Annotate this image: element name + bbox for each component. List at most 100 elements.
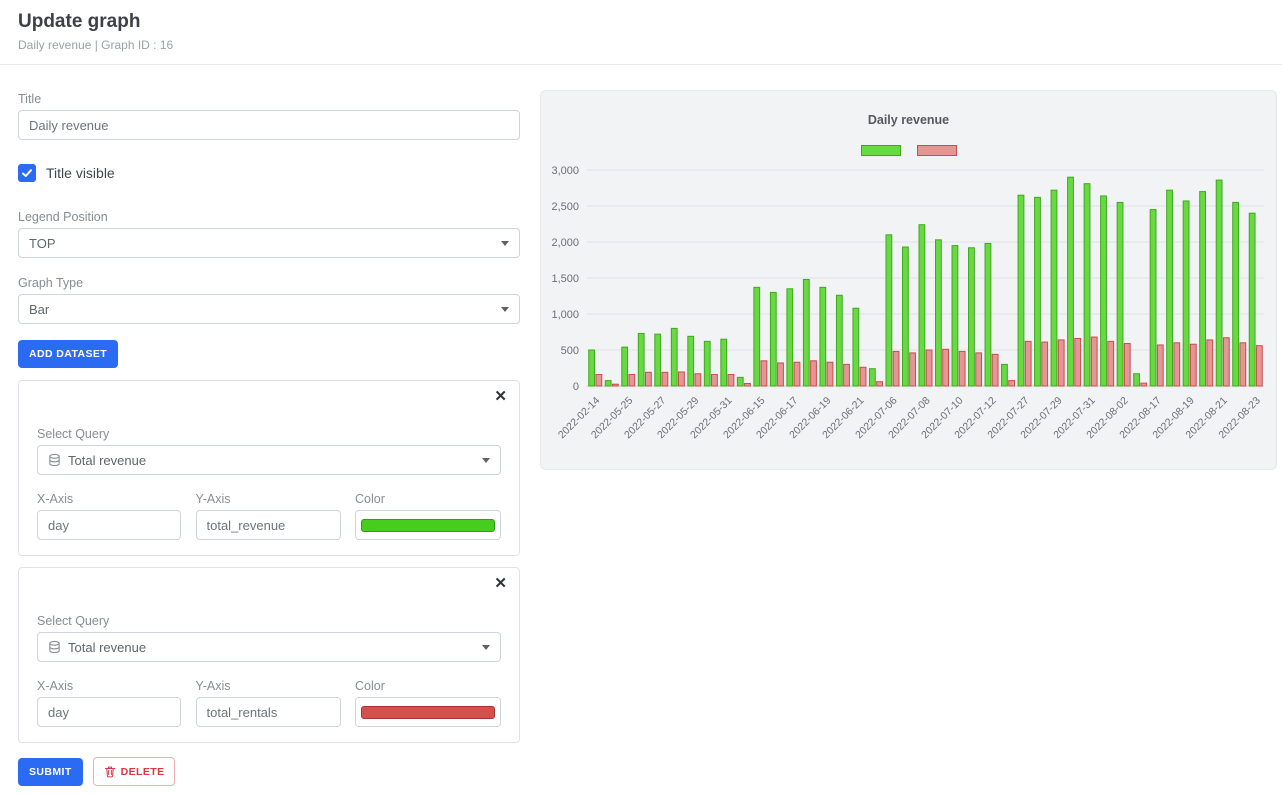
bar-total_revenue[interactable] bbox=[951, 245, 959, 387]
y-axis-input[interactable] bbox=[195, 510, 341, 540]
bar-total_revenue[interactable] bbox=[703, 340, 711, 387]
bar-total_rentals[interactable] bbox=[793, 361, 801, 387]
bar-total_rentals[interactable] bbox=[777, 362, 784, 387]
bar-total_revenue[interactable] bbox=[786, 288, 794, 387]
bar-total_revenue[interactable] bbox=[769, 291, 777, 387]
bar-total_rentals[interactable] bbox=[628, 373, 636, 387]
bar-total_rentals[interactable] bbox=[661, 371, 669, 387]
bar-total_rentals[interactable] bbox=[727, 373, 735, 387]
query-select[interactable]: Total revenue bbox=[37, 632, 501, 662]
bar-total_revenue[interactable] bbox=[901, 246, 909, 387]
legend-position-select[interactable]: TOP bbox=[18, 228, 520, 258]
bar-total_revenue[interactable] bbox=[852, 307, 860, 387]
bar-total_rentals[interactable] bbox=[909, 352, 916, 387]
bar-total_rentals[interactable] bbox=[1107, 340, 1115, 387]
bar-total_revenue[interactable] bbox=[1116, 201, 1124, 387]
bar-total_revenue[interactable] bbox=[637, 332, 645, 387]
bar-total_rentals[interactable] bbox=[760, 360, 768, 387]
bar-total_rentals[interactable] bbox=[1173, 342, 1181, 387]
bar-total_revenue[interactable] bbox=[819, 286, 827, 387]
bar-total_revenue[interactable] bbox=[588, 349, 596, 387]
bar-total_rentals[interactable] bbox=[810, 360, 817, 387]
x-axis-input[interactable] bbox=[37, 697, 181, 727]
bar-total_revenue[interactable] bbox=[1083, 183, 1091, 387]
bar-total_rentals[interactable] bbox=[942, 348, 950, 387]
bar-total_revenue[interactable] bbox=[687, 335, 695, 387]
bar-total_revenue[interactable] bbox=[654, 333, 662, 387]
bar-total_revenue[interactable] bbox=[1067, 176, 1074, 387]
bar-total_revenue[interactable] bbox=[736, 376, 744, 387]
bar-total_rentals[interactable] bbox=[876, 381, 883, 387]
bar-total_rentals[interactable] bbox=[958, 350, 966, 387]
bar-total_rentals[interactable] bbox=[1222, 337, 1230, 387]
bar-total_revenue[interactable] bbox=[753, 286, 761, 387]
bar-total_rentals[interactable] bbox=[1156, 344, 1164, 387]
bar-total_revenue[interactable] bbox=[1232, 201, 1240, 387]
bar-total_revenue[interactable] bbox=[1149, 209, 1157, 387]
color-input[interactable] bbox=[355, 510, 501, 540]
title-input[interactable] bbox=[18, 110, 520, 140]
bar-total_revenue[interactable] bbox=[1248, 212, 1256, 387]
bar-total_rentals[interactable] bbox=[644, 371, 652, 387]
bar-total_revenue[interactable] bbox=[1215, 179, 1223, 387]
bar-total_revenue[interactable] bbox=[1034, 196, 1041, 387]
bar-total_revenue[interactable] bbox=[1017, 194, 1025, 387]
bar-total_revenue[interactable] bbox=[1100, 195, 1107, 387]
bar-total_revenue[interactable] bbox=[1166, 189, 1173, 387]
bar-total_rentals[interactable] bbox=[678, 371, 685, 387]
bar-total_rentals[interactable] bbox=[991, 353, 999, 387]
remove-dataset-button[interactable]: ✕ bbox=[494, 575, 507, 592]
bar-total_revenue[interactable] bbox=[621, 346, 629, 387]
bar-total_rentals[interactable] bbox=[744, 382, 751, 387]
bar-total_rentals[interactable] bbox=[975, 352, 983, 387]
bar-total_revenue[interactable] bbox=[835, 294, 843, 387]
bar-total_rentals[interactable] bbox=[1255, 345, 1263, 387]
bar-total_revenue[interactable] bbox=[604, 380, 612, 387]
bar-total_rentals[interactable] bbox=[1057, 339, 1065, 387]
bar-total_revenue[interactable] bbox=[918, 224, 926, 387]
bar-total_rentals[interactable] bbox=[892, 350, 900, 387]
bar-total_rentals[interactable] bbox=[1239, 342, 1247, 387]
bar-total_rentals[interactable] bbox=[859, 366, 867, 387]
color-swatch-red[interactable] bbox=[361, 705, 495, 719]
bar-total_revenue[interactable] bbox=[1182, 200, 1190, 387]
bar-total_revenue[interactable] bbox=[868, 368, 876, 387]
bar-total_revenue[interactable] bbox=[720, 338, 728, 387]
bar-total_rentals[interactable] bbox=[843, 363, 850, 387]
bar-total_revenue[interactable] bbox=[1199, 191, 1207, 387]
bar-total_revenue[interactable] bbox=[802, 278, 810, 387]
bar-total_rentals[interactable] bbox=[1041, 341, 1049, 387]
remove-dataset-button[interactable]: ✕ bbox=[494, 388, 507, 405]
bar-total_rentals[interactable] bbox=[925, 349, 933, 387]
color-swatch-green[interactable] bbox=[361, 518, 495, 532]
bar-total_revenue[interactable] bbox=[1001, 363, 1008, 387]
bar-total_rentals[interactable] bbox=[711, 373, 718, 387]
bar-total_rentals[interactable] bbox=[595, 373, 603, 387]
bar-total_rentals[interactable] bbox=[826, 361, 834, 387]
bar-total_rentals[interactable] bbox=[1123, 343, 1131, 387]
bar-total_revenue[interactable] bbox=[885, 234, 893, 387]
bar-total_revenue[interactable] bbox=[1050, 189, 1058, 387]
y-axis-input[interactable] bbox=[195, 697, 341, 727]
add-dataset-button[interactable]: ADD DATASET bbox=[18, 340, 119, 368]
legend-swatch-total-revenue[interactable] bbox=[860, 145, 901, 156]
bar-total_revenue[interactable] bbox=[1133, 373, 1140, 387]
bar-total_rentals[interactable] bbox=[1024, 340, 1032, 387]
bar-total_revenue[interactable] bbox=[968, 247, 975, 387]
title-visible-checkbox[interactable] bbox=[18, 164, 36, 182]
bar-total_rentals[interactable] bbox=[1206, 339, 1214, 387]
bar-total_rentals[interactable] bbox=[1189, 343, 1197, 387]
bar-total_rentals[interactable] bbox=[1140, 382, 1148, 387]
submit-button[interactable]: SUBMIT bbox=[18, 757, 83, 786]
graph-type-select[interactable]: Bar bbox=[18, 294, 520, 324]
delete-button[interactable]: DELETE bbox=[92, 757, 176, 786]
bar-total_revenue[interactable] bbox=[670, 327, 678, 387]
bar-total_rentals[interactable] bbox=[1008, 380, 1016, 387]
color-input[interactable] bbox=[355, 697, 501, 727]
bar-total_revenue[interactable] bbox=[984, 242, 992, 387]
bar-total_rentals[interactable] bbox=[611, 383, 619, 387]
x-axis-input[interactable] bbox=[37, 510, 181, 540]
bar-total_rentals[interactable] bbox=[694, 373, 702, 387]
bar-total_revenue[interactable] bbox=[935, 239, 942, 387]
bar-total_rentals[interactable] bbox=[1090, 336, 1098, 387]
